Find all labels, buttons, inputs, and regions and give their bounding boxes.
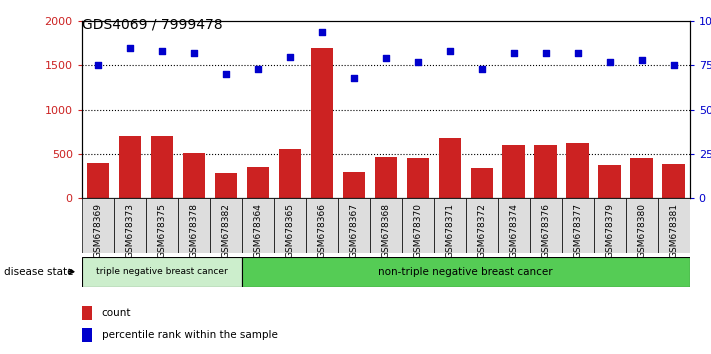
Bar [498, 198, 530, 253]
Point [284, 54, 296, 59]
Text: GSM678381: GSM678381 [669, 202, 678, 258]
Text: disease state: disease state [4, 267, 73, 277]
Bar [594, 198, 626, 253]
Text: non-triple negative breast cancer: non-triple negative breast cancer [378, 267, 553, 277]
Text: GSM678367: GSM678367 [349, 202, 358, 258]
Bar [434, 198, 466, 253]
Bar [82, 198, 114, 253]
Bar [146, 198, 178, 253]
Bar [402, 198, 434, 253]
Point [156, 48, 168, 54]
Point [124, 45, 135, 51]
Text: GSM678370: GSM678370 [413, 202, 422, 258]
Point [636, 57, 648, 63]
Bar [87, 163, 109, 198]
Bar [631, 158, 653, 198]
Point [252, 66, 264, 72]
Bar [407, 158, 429, 198]
Point [572, 50, 583, 56]
Bar [178, 198, 210, 253]
Text: GSM678369: GSM678369 [93, 202, 102, 258]
Text: GSM678376: GSM678376 [541, 202, 550, 258]
Point [412, 59, 424, 65]
Text: GSM678382: GSM678382 [221, 202, 230, 257]
Point [508, 50, 519, 56]
Bar [375, 156, 397, 198]
Point [668, 63, 680, 68]
Text: GSM678379: GSM678379 [605, 202, 614, 258]
Bar [370, 198, 402, 253]
Bar [183, 153, 205, 198]
Bar [343, 172, 365, 198]
Text: triple negative breast cancer: triple negative breast cancer [96, 267, 228, 276]
Bar [114, 198, 146, 253]
Point [92, 63, 104, 68]
Text: GSM678365: GSM678365 [285, 202, 294, 258]
Text: GSM678373: GSM678373 [125, 202, 134, 258]
Point [540, 50, 552, 56]
Text: GSM678374: GSM678374 [509, 202, 518, 257]
Bar [274, 198, 306, 253]
Text: GSM678371: GSM678371 [445, 202, 454, 258]
Point [348, 75, 359, 81]
Bar [242, 257, 690, 287]
Bar [242, 198, 274, 253]
Bar [338, 198, 370, 253]
Text: GSM678372: GSM678372 [477, 202, 486, 257]
Bar [599, 165, 621, 198]
Bar [562, 198, 594, 253]
Bar [82, 306, 92, 320]
Text: GSM678380: GSM678380 [637, 202, 646, 258]
Point [188, 50, 199, 56]
Bar [82, 327, 92, 342]
Bar [567, 143, 589, 198]
Point [380, 56, 391, 61]
Point [316, 29, 327, 35]
Bar [530, 198, 562, 253]
Bar [210, 198, 242, 253]
Text: GSM678377: GSM678377 [573, 202, 582, 258]
Bar [466, 198, 498, 253]
Text: GSM678378: GSM678378 [189, 202, 198, 258]
Bar [311, 48, 333, 198]
Point [220, 72, 232, 77]
Bar [535, 145, 557, 198]
Bar [626, 198, 658, 253]
Text: GDS4069 / 7999478: GDS4069 / 7999478 [82, 18, 223, 32]
Bar [279, 149, 301, 198]
Bar [306, 198, 338, 253]
Text: count: count [102, 308, 131, 318]
Bar [503, 145, 525, 198]
Bar [663, 164, 685, 198]
Point [476, 66, 487, 72]
Bar [439, 138, 461, 198]
Text: GSM678368: GSM678368 [381, 202, 390, 258]
Bar [471, 168, 493, 198]
Bar [151, 136, 173, 198]
Text: percentile rank within the sample: percentile rank within the sample [102, 330, 277, 340]
Bar [119, 136, 141, 198]
Bar [247, 167, 269, 198]
Point [444, 48, 455, 54]
Point [604, 59, 616, 65]
Bar [215, 173, 237, 198]
Bar [658, 198, 690, 253]
Text: GSM678364: GSM678364 [253, 202, 262, 257]
Bar [82, 257, 242, 287]
Text: GSM678375: GSM678375 [157, 202, 166, 258]
Text: GSM678366: GSM678366 [317, 202, 326, 258]
